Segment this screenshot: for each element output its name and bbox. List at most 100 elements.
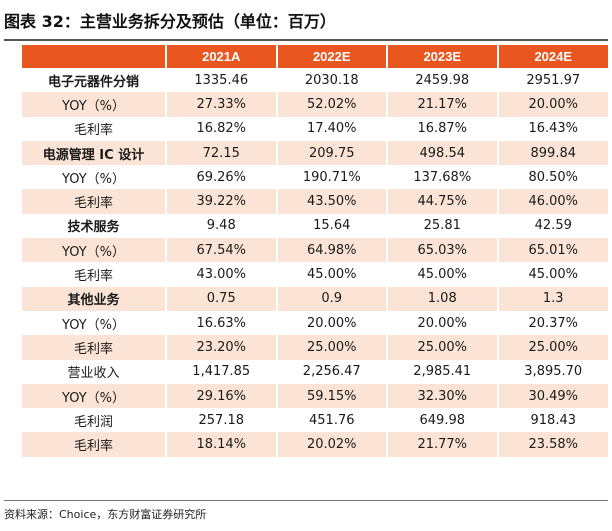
- row-label: YOY（%）: [61, 171, 126, 187]
- value-cell: 257.18: [165, 408, 277, 433]
- value-cell: 39.22%: [165, 189, 277, 214]
- value-cell: 2,985.41: [386, 359, 498, 384]
- value-cell: 190.71%: [275, 165, 387, 190]
- value-cell: 21.17%: [386, 92, 498, 117]
- value-cell: 2459.98: [386, 68, 498, 93]
- value-cell: 0.9: [275, 286, 387, 311]
- table-row: 毛利率 39.22% 43.50% 44.75% 46.00%: [22, 189, 608, 214]
- value-cell: 64.98%: [275, 238, 387, 263]
- value-cell: 25.81: [386, 213, 498, 239]
- value-cell: 918.43: [496, 408, 608, 433]
- value-cell: 29.16%: [165, 383, 277, 409]
- row-label: YOY（%）: [22, 92, 166, 117]
- table-row: 毛利率 18.14% 20.02% 21.77% 23.58%: [22, 432, 608, 457]
- value-cell: 45.00%: [496, 262, 608, 287]
- row-label: YOY（%）: [61, 317, 126, 333]
- row-label: YOY（%）: [22, 238, 166, 263]
- value-cell: 59.15%: [275, 383, 387, 409]
- value-cell: 42.59: [496, 213, 608, 239]
- row-label: 毛利率: [22, 335, 166, 360]
- value-cell: 16.43%: [496, 116, 608, 141]
- value-cell: 1.3: [496, 286, 608, 311]
- header-cell: 2021A: [165, 45, 277, 68]
- value-cell: 27.33%: [165, 92, 277, 117]
- value-cell: 45.00%: [275, 262, 387, 287]
- value-cell: 209.75: [275, 140, 387, 166]
- row-label: 毛利率: [22, 189, 166, 214]
- row-label: 技术服务: [67, 220, 120, 236]
- table-row: YOY（%） 16.63% 20.00% 20.00% 20.37%: [22, 310, 608, 336]
- value-cell: 20.00%: [496, 92, 608, 117]
- table-row: 营业收入 1,417.85 2,256.47 2,985.41 3,895.70: [22, 359, 608, 384]
- value-cell: 45.00%: [386, 262, 498, 287]
- value-cell: 25.00%: [275, 335, 387, 360]
- value-cell: 20.00%: [386, 310, 498, 336]
- value-cell: 65.01%: [496, 238, 608, 263]
- value-cell: 2030.18: [275, 68, 387, 93]
- row-label: 营业收入: [67, 366, 120, 382]
- row-label: 电源管理 IC 设计: [22, 140, 166, 166]
- row-label: 毛利润: [73, 414, 113, 430]
- table-row: 毛利率 43.00% 45.00% 45.00% 45.00%: [22, 262, 608, 287]
- table-row: 毛利率 23.20% 25.00% 25.00% 25.00%: [22, 335, 608, 360]
- figure-title: 图表 32：主营业务拆分及预估（单位：百万）: [4, 12, 336, 31]
- value-cell: 44.75%: [386, 189, 498, 214]
- value-cell: 65.03%: [386, 238, 498, 263]
- table-row: 技术服务 9.48 15.64 25.81 42.59: [22, 213, 608, 239]
- table-row: YOY（%） 27.33% 52.02% 21.17% 20.00%: [22, 92, 608, 117]
- value-cell: 137.68%: [386, 165, 498, 190]
- header-cell: 2022E: [275, 45, 387, 68]
- value-cell: 2,256.47: [275, 359, 387, 384]
- value-cell: 15.64: [275, 213, 387, 239]
- value-cell: 649.98: [386, 408, 498, 433]
- table-row: YOY（%） 69.26% 190.71% 137.68% 80.50%: [22, 165, 608, 190]
- value-cell: 899.84: [496, 140, 608, 166]
- value-cell: 80.50%: [496, 165, 608, 190]
- value-cell: 52.02%: [275, 92, 387, 117]
- value-cell: 0.75: [165, 286, 277, 311]
- table-row: 其他业务 0.75 0.9 1.08 1.3: [22, 286, 608, 311]
- value-cell: 32.30%: [386, 383, 498, 409]
- table-row: YOY（%） 67.54% 64.98% 65.03% 65.01%: [22, 238, 608, 263]
- title-divider: [4, 39, 608, 41]
- value-cell: 25.00%: [386, 335, 498, 360]
- value-cell: 25.00%: [496, 335, 608, 360]
- table-row: 毛利率 16.82% 17.40% 16.87% 16.43%: [22, 116, 608, 141]
- business-forecast-table: 2021A 2022E 2023E 2024E 电子元器件分销 1335.46 20…: [22, 45, 608, 457]
- value-cell: 16.87%: [386, 116, 498, 141]
- row-label: 电子元器件分销: [47, 74, 139, 90]
- row-label: 毛利率: [73, 123, 113, 139]
- table-header-row: 2021A 2022E 2023E 2024E: [22, 45, 608, 68]
- value-cell: 23.58%: [496, 432, 608, 457]
- value-cell: 23.20%: [165, 335, 277, 360]
- source-note: 资料来源：Choice，东方财富证券研究所: [4, 508, 207, 521]
- value-cell: 1335.46: [165, 68, 277, 93]
- table-row: 电源管理 IC 设计 72.15 209.75 498.54 899.84: [22, 140, 608, 166]
- row-label: 其他业务: [22, 286, 166, 311]
- value-cell: 20.02%: [275, 432, 387, 457]
- value-cell: 9.48: [165, 213, 277, 239]
- value-cell: 67.54%: [165, 238, 277, 263]
- value-cell: 18.14%: [165, 432, 277, 457]
- value-cell: 46.00%: [496, 189, 608, 214]
- value-cell: 72.15: [165, 140, 277, 166]
- value-cell: 17.40%: [275, 116, 387, 141]
- table-row: 毛利润 257.18 451.76 649.98 918.43: [22, 408, 608, 433]
- value-cell: 451.76: [275, 408, 387, 433]
- value-cell: 20.00%: [275, 310, 387, 336]
- header-cell: 2023E: [386, 45, 498, 68]
- value-cell: 30.49%: [496, 383, 608, 409]
- table-body: 电子元器件分销 1335.46 2030.18 2459.98 2951.97 YOY（%…: [22, 68, 608, 457]
- value-cell: 16.63%: [165, 310, 277, 336]
- value-cell: 498.54: [386, 140, 498, 166]
- value-cell: 43.50%: [275, 189, 387, 214]
- table-row: YOY（%） 29.16% 59.15% 32.30% 30.49%: [22, 383, 608, 409]
- row-label: YOY（%）: [22, 383, 166, 409]
- value-cell: 20.37%: [496, 310, 608, 336]
- value-cell: 16.82%: [165, 116, 277, 141]
- value-cell: 69.26%: [165, 165, 277, 190]
- value-cell: 43.00%: [165, 262, 277, 287]
- table-row: 电子元器件分销 1335.46 2030.18 2459.98 2951.97: [22, 68, 608, 93]
- row-label: 毛利率: [73, 269, 113, 285]
- header-cell: 2024E: [496, 45, 608, 68]
